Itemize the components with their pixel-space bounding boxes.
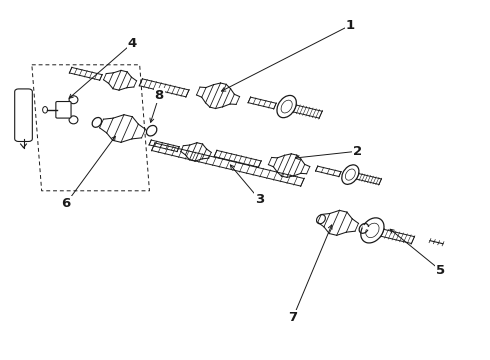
FancyBboxPatch shape [15,89,32,141]
Text: 7: 7 [289,311,297,324]
Text: 1: 1 [346,19,355,32]
Text: 3: 3 [255,193,264,206]
Text: 5: 5 [437,264,445,277]
Text: 4: 4 [128,37,137,50]
Text: 2: 2 [353,145,362,158]
Text: 6: 6 [62,197,71,210]
FancyBboxPatch shape [56,102,71,118]
Text: 8: 8 [155,89,164,102]
